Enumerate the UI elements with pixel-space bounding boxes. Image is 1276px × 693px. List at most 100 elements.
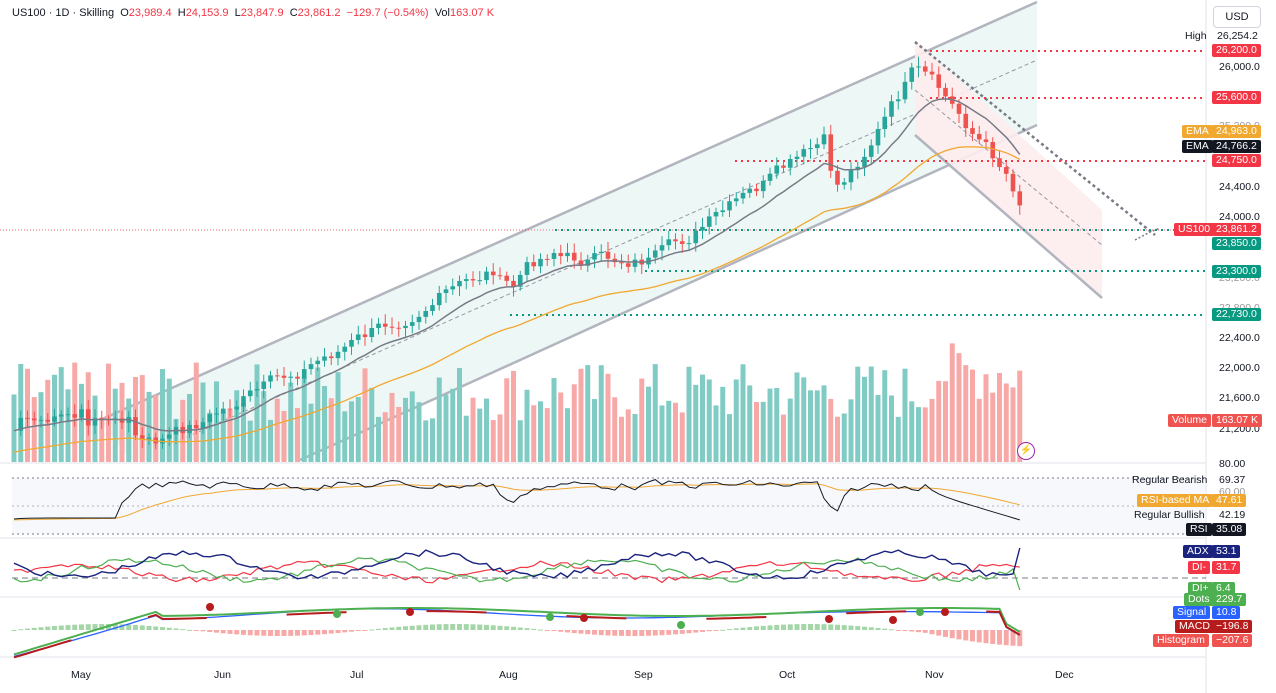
descending-lower-line xyxy=(914,134,1103,299)
candle-body xyxy=(308,364,314,370)
histogram-bar xyxy=(949,630,955,639)
currency-button[interactable]: USD xyxy=(1213,6,1261,28)
candle-body xyxy=(463,279,469,281)
resistance-tag-2[interactable]: 25,600.0 xyxy=(1212,91,1261,104)
rsi-tag-value: 35.08 xyxy=(1212,523,1247,536)
volume-bar xyxy=(875,395,881,462)
candle-body xyxy=(571,252,577,261)
ema-fast-tag-value: 24,963.0 xyxy=(1212,125,1261,138)
price-tick: 24,400.0 xyxy=(1219,181,1260,193)
time-axis-label: Oct xyxy=(779,669,796,681)
histogram-bar xyxy=(902,630,908,631)
candle-body xyxy=(585,259,591,266)
histogram-bar xyxy=(166,627,172,630)
histogram-bar xyxy=(396,626,402,630)
candle-body xyxy=(362,334,368,338)
candle-body xyxy=(241,396,246,407)
candle-body xyxy=(679,241,685,244)
histogram-bar xyxy=(821,624,827,630)
candle-body xyxy=(301,369,307,379)
support-tag-3[interactable]: 22,730.0 xyxy=(1212,308,1261,321)
candle-body xyxy=(936,74,942,88)
time-axis-label: Sep xyxy=(634,669,653,681)
candle-body xyxy=(166,434,172,439)
resistance-tag-1[interactable]: 26,200.0 xyxy=(1212,44,1261,57)
volume-bar xyxy=(659,405,665,462)
volume-bar xyxy=(747,385,753,462)
histogram-bar xyxy=(322,630,327,635)
histogram-bar xyxy=(916,630,921,633)
candle-body xyxy=(517,274,523,287)
candle-body xyxy=(436,292,442,306)
volume-bar xyxy=(430,418,435,462)
di-minus-line xyxy=(13,560,1020,584)
macd-tag-label: MACD xyxy=(1175,620,1214,633)
candle-body xyxy=(943,87,948,97)
histogram-bar xyxy=(990,630,996,644)
histogram-bar xyxy=(592,630,597,635)
support-tag-1[interactable]: 23,850.0 xyxy=(1212,237,1261,250)
candle-body xyxy=(808,148,813,150)
candle-body xyxy=(295,376,300,379)
histogram-bar xyxy=(497,625,503,630)
volume-bar xyxy=(295,408,300,462)
volume-bar xyxy=(956,353,962,462)
histogram-bar xyxy=(119,624,125,630)
histogram-bar xyxy=(524,628,530,630)
candle-body xyxy=(328,356,334,359)
volume-bar xyxy=(916,407,921,462)
histogram-bar xyxy=(457,624,462,630)
histogram-bar xyxy=(45,626,51,630)
histogram-bar xyxy=(612,630,618,636)
candle-body xyxy=(659,245,665,251)
candle-body xyxy=(747,188,753,193)
volume-bar xyxy=(990,392,996,462)
lightning-icon[interactable]: ⚡ xyxy=(1017,442,1035,460)
volume-bar xyxy=(139,375,145,462)
histogram-bar xyxy=(619,630,624,636)
volume-bar xyxy=(585,365,591,462)
candle-body xyxy=(430,305,435,312)
volume-bar xyxy=(112,388,118,462)
volume-bar xyxy=(808,390,813,462)
candle-body xyxy=(922,66,928,72)
volume-bar xyxy=(733,379,739,462)
candle-body xyxy=(700,226,705,231)
candle-body xyxy=(558,253,564,257)
high-label: H xyxy=(177,7,186,19)
adx-tag-value: 53.1 xyxy=(1212,545,1241,558)
histogram-bar xyxy=(1017,630,1023,647)
candle-body xyxy=(18,417,24,431)
histogram-bar xyxy=(875,627,881,630)
volume-bar xyxy=(409,391,415,462)
candle-body xyxy=(65,414,71,416)
ema-fast-tag-label: EMA xyxy=(1182,125,1213,138)
high-tag-value: 26,254.2 xyxy=(1217,30,1258,42)
symbol-title[interactable]: US100 · 1D · Skilling xyxy=(12,7,115,19)
volume-bar xyxy=(862,376,867,462)
candle-body xyxy=(565,252,570,257)
candle-body xyxy=(706,216,712,227)
histogram-bar xyxy=(349,630,354,632)
volume-bar xyxy=(484,398,489,462)
volume-bar xyxy=(754,401,759,462)
histogram-bar xyxy=(1010,630,1016,646)
histogram-bar xyxy=(146,625,152,630)
histogram-bar xyxy=(490,625,496,630)
candle-body xyxy=(200,422,206,429)
volume-bar xyxy=(774,387,780,462)
histogram-bar xyxy=(376,628,381,630)
volume-bar xyxy=(335,372,341,462)
candle-body xyxy=(875,129,881,146)
histogram-bar xyxy=(436,624,442,630)
candle-body xyxy=(1003,167,1009,174)
volume-bar xyxy=(511,370,516,462)
resistance-tag-3[interactable]: 24,750.0 xyxy=(1212,154,1261,167)
support-tag-2[interactable]: 23,300.0 xyxy=(1212,265,1261,278)
volume-bar xyxy=(274,398,280,462)
volume-bar xyxy=(693,384,699,462)
histogram-bar xyxy=(85,624,91,630)
volume-bar xyxy=(868,366,874,462)
